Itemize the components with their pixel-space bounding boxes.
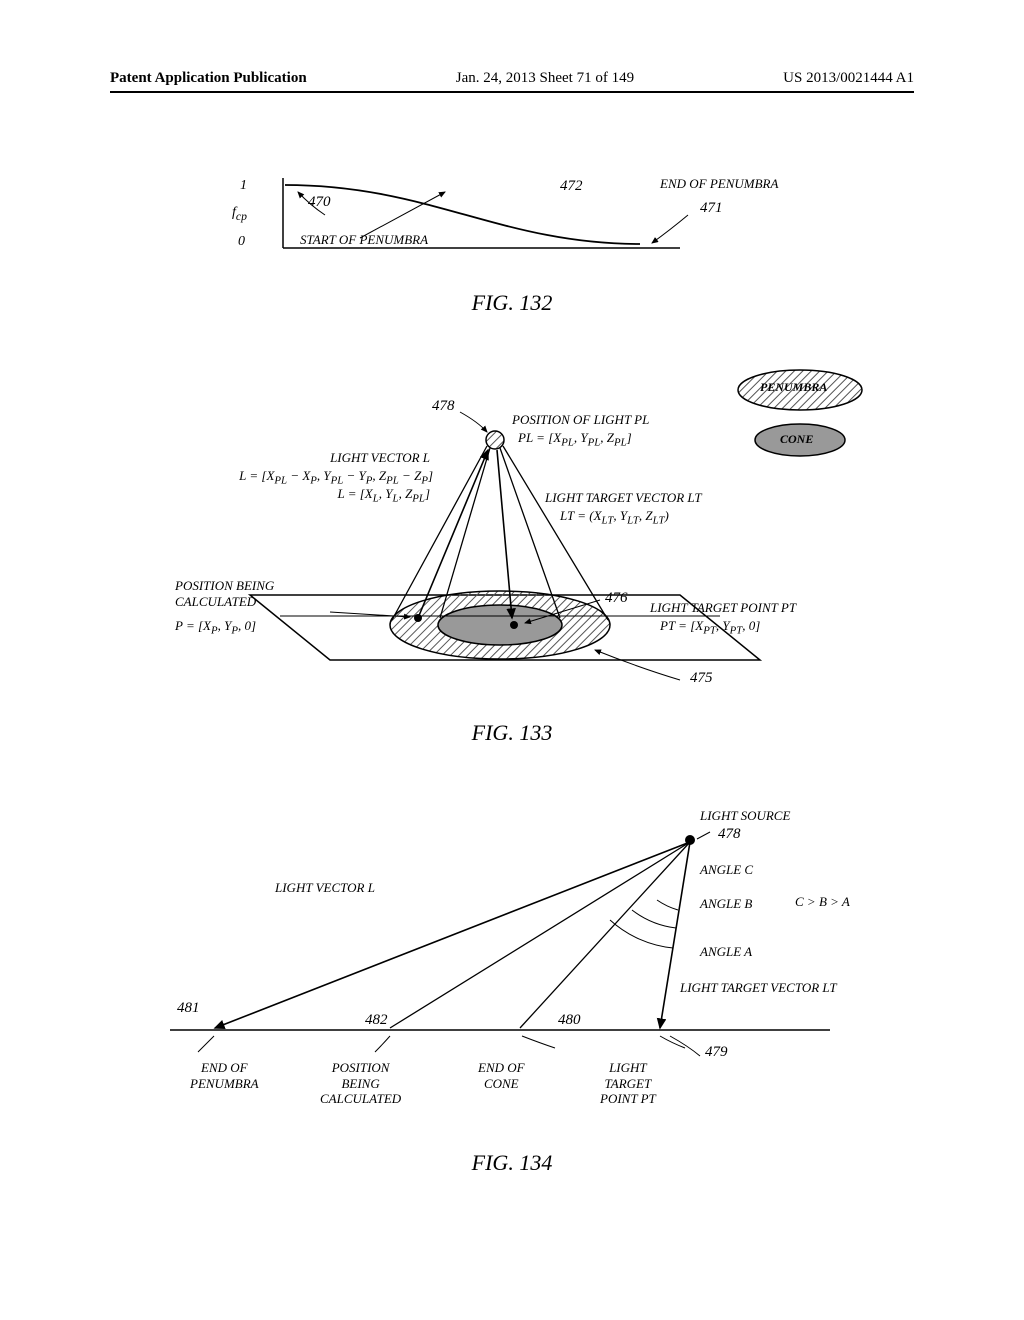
fig133-lt-eq: LT = (XLT, YLT, ZLT): [560, 508, 669, 528]
fig134-label: FIG. 134: [0, 1150, 1024, 1176]
fig134-ltvec: LIGHT TARGET VECTOR LT: [680, 980, 837, 996]
fig133-lvec-eq1: L = [XPL − XP, YPL − YP, ZPL − ZP]: [168, 468, 433, 488]
fig133-lvec-eq2: L = [XL, YL, ZPL]: [280, 486, 430, 506]
fig133-lvec-title: LIGHT VECTOR L: [220, 450, 430, 466]
fig132-label: FIG. 132: [0, 290, 1024, 316]
fig134-ref482: 482: [365, 1012, 388, 1029]
fig132-ref471: 471: [700, 200, 723, 217]
fig134-endpenumbra: END OFPENUMBRA: [190, 1060, 259, 1091]
fig133-pl-title: POSITION OF LIGHT PL: [512, 412, 649, 428]
fig133-lt-title: LIGHT TARGET VECTOR LT: [545, 490, 702, 506]
fig133-pl-eq: PL = [XPL, YPL, ZPL]: [518, 430, 632, 450]
fig134-angleB: ANGLE B: [700, 896, 752, 912]
fig134-lighttarget: LIGHTTARGETPOINT PT: [600, 1060, 656, 1107]
fig134-poscalc: POSITIONBEINGCALCULATED: [320, 1060, 401, 1107]
fig132-fcp: fcp: [232, 205, 247, 224]
fig134-ref481: 481: [177, 1000, 200, 1017]
fig134-ineq: C > B > A: [795, 894, 850, 910]
fig134-svg: [0, 790, 1024, 1170]
fig133-ref476: 476: [605, 590, 628, 607]
fig134-lvec: LIGHT VECTOR L: [275, 880, 375, 896]
fig134-ref478: 478: [718, 826, 741, 843]
fig133-pt-title: LIGHT TARGET POINT PT: [650, 600, 796, 616]
fig132-one: 1: [240, 178, 247, 195]
fig133-legend-penumbra: PENUMBRA: [760, 380, 827, 394]
fig132-ref472: 472: [560, 178, 583, 195]
fig134-angleA: ANGLE A: [700, 944, 752, 960]
fig132-zero: 0: [238, 234, 245, 251]
fig132-ref470: 470: [308, 194, 331, 211]
fig133-ref475: 475: [690, 670, 713, 687]
fig133-pos-title: POSITION BEINGCALCULATED: [175, 578, 274, 609]
fig132-svg: [0, 0, 1024, 340]
fig133-ref478: 478: [432, 398, 455, 415]
fig133-label: FIG. 133: [0, 720, 1024, 746]
fig134-ref479: 479: [705, 1044, 728, 1061]
fig134-ref480: 480: [558, 1012, 581, 1029]
fig134-lightsource: LIGHT SOURCE: [700, 808, 790, 824]
fig132-start: START OF PENUMBRA: [300, 232, 428, 248]
fig133-pos-eq: P = [XP, YP, 0]: [175, 618, 256, 638]
fig133-svg: [0, 350, 1024, 750]
fig133-pt-eq: PT = [XPT, YPT, 0]: [660, 618, 760, 638]
fig134-endcone: END OFCONE: [478, 1060, 525, 1091]
fig134-angleC: ANGLE C: [700, 862, 753, 878]
fig133-legend-cone: CONE: [780, 432, 813, 446]
fig132-end: END OF PENUMBRA: [660, 176, 778, 192]
